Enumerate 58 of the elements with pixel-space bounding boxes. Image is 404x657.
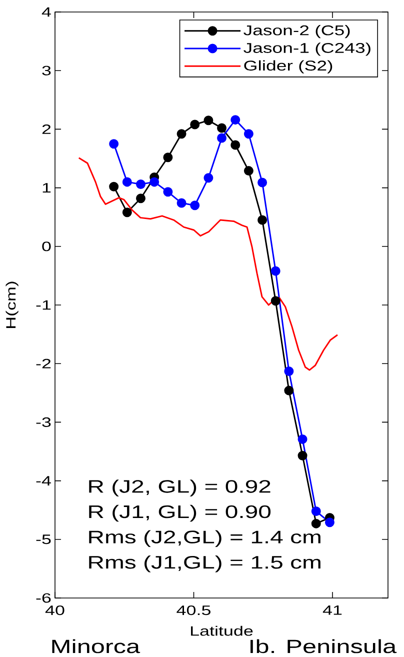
y-tick-label: 4 (42, 7, 51, 17)
point (324, 518, 334, 528)
y-tick-label: -5 (36, 534, 51, 544)
point (204, 173, 214, 183)
y-tick-label: -6 (36, 593, 51, 603)
annotation: Rms (J2,GL) = 1.4 cm (89, 530, 320, 547)
point (244, 166, 254, 176)
annotation: R (J1, GL) = 0.90 (89, 504, 271, 522)
point (298, 450, 308, 460)
y-tick-label: 0 (42, 242, 51, 252)
point (258, 178, 268, 188)
y-tick-label: -2 (36, 358, 51, 368)
point (230, 115, 240, 125)
y-tick-label: 2 (42, 124, 51, 134)
legend-label: Glider (S2) (244, 60, 332, 74)
x-tick-label: 41 (322, 606, 342, 615)
point (190, 120, 200, 130)
legend-label: Jason-2 (C5) (244, 25, 350, 38)
annotation: R (J2, GL) = 0.92 (89, 480, 270, 496)
point (122, 208, 132, 218)
point (270, 266, 280, 276)
point (204, 116, 214, 126)
point (176, 198, 186, 208)
x-axis-title: Latitude (191, 626, 253, 636)
y-tick-label: -1 (36, 300, 51, 310)
y-axis-title: H(cm) (6, 282, 18, 328)
text: Ib. Peninsula (250, 639, 397, 654)
point (176, 129, 186, 139)
point (122, 177, 132, 187)
point (284, 366, 294, 376)
point (244, 129, 254, 139)
text: Minorca (52, 639, 140, 654)
point (136, 194, 146, 204)
y-tick-label: -4 (36, 476, 51, 486)
y-tick-label: 3 (42, 66, 51, 76)
point (163, 152, 173, 162)
point (136, 180, 146, 190)
point (163, 187, 173, 197)
point (311, 518, 321, 528)
annotation: Rms (J1,GL) = 1.5 cm (89, 556, 320, 572)
y-tick-label: -3 (36, 417, 51, 427)
legend-label: Jason-1 (C243) (244, 42, 370, 56)
y-tick-label: 1 (42, 183, 51, 192)
point (217, 123, 227, 133)
point (311, 506, 321, 516)
point (258, 215, 268, 225)
point (150, 177, 160, 187)
point (298, 434, 308, 444)
x-tick-label: 40 (45, 606, 64, 616)
line-series (78, 157, 338, 371)
point (270, 296, 280, 306)
point (284, 386, 294, 396)
x-tick-label: 40.5 (176, 606, 210, 616)
point (109, 139, 119, 149)
point (217, 133, 227, 143)
point (230, 140, 240, 150)
point (190, 200, 200, 210)
point (109, 182, 119, 192)
